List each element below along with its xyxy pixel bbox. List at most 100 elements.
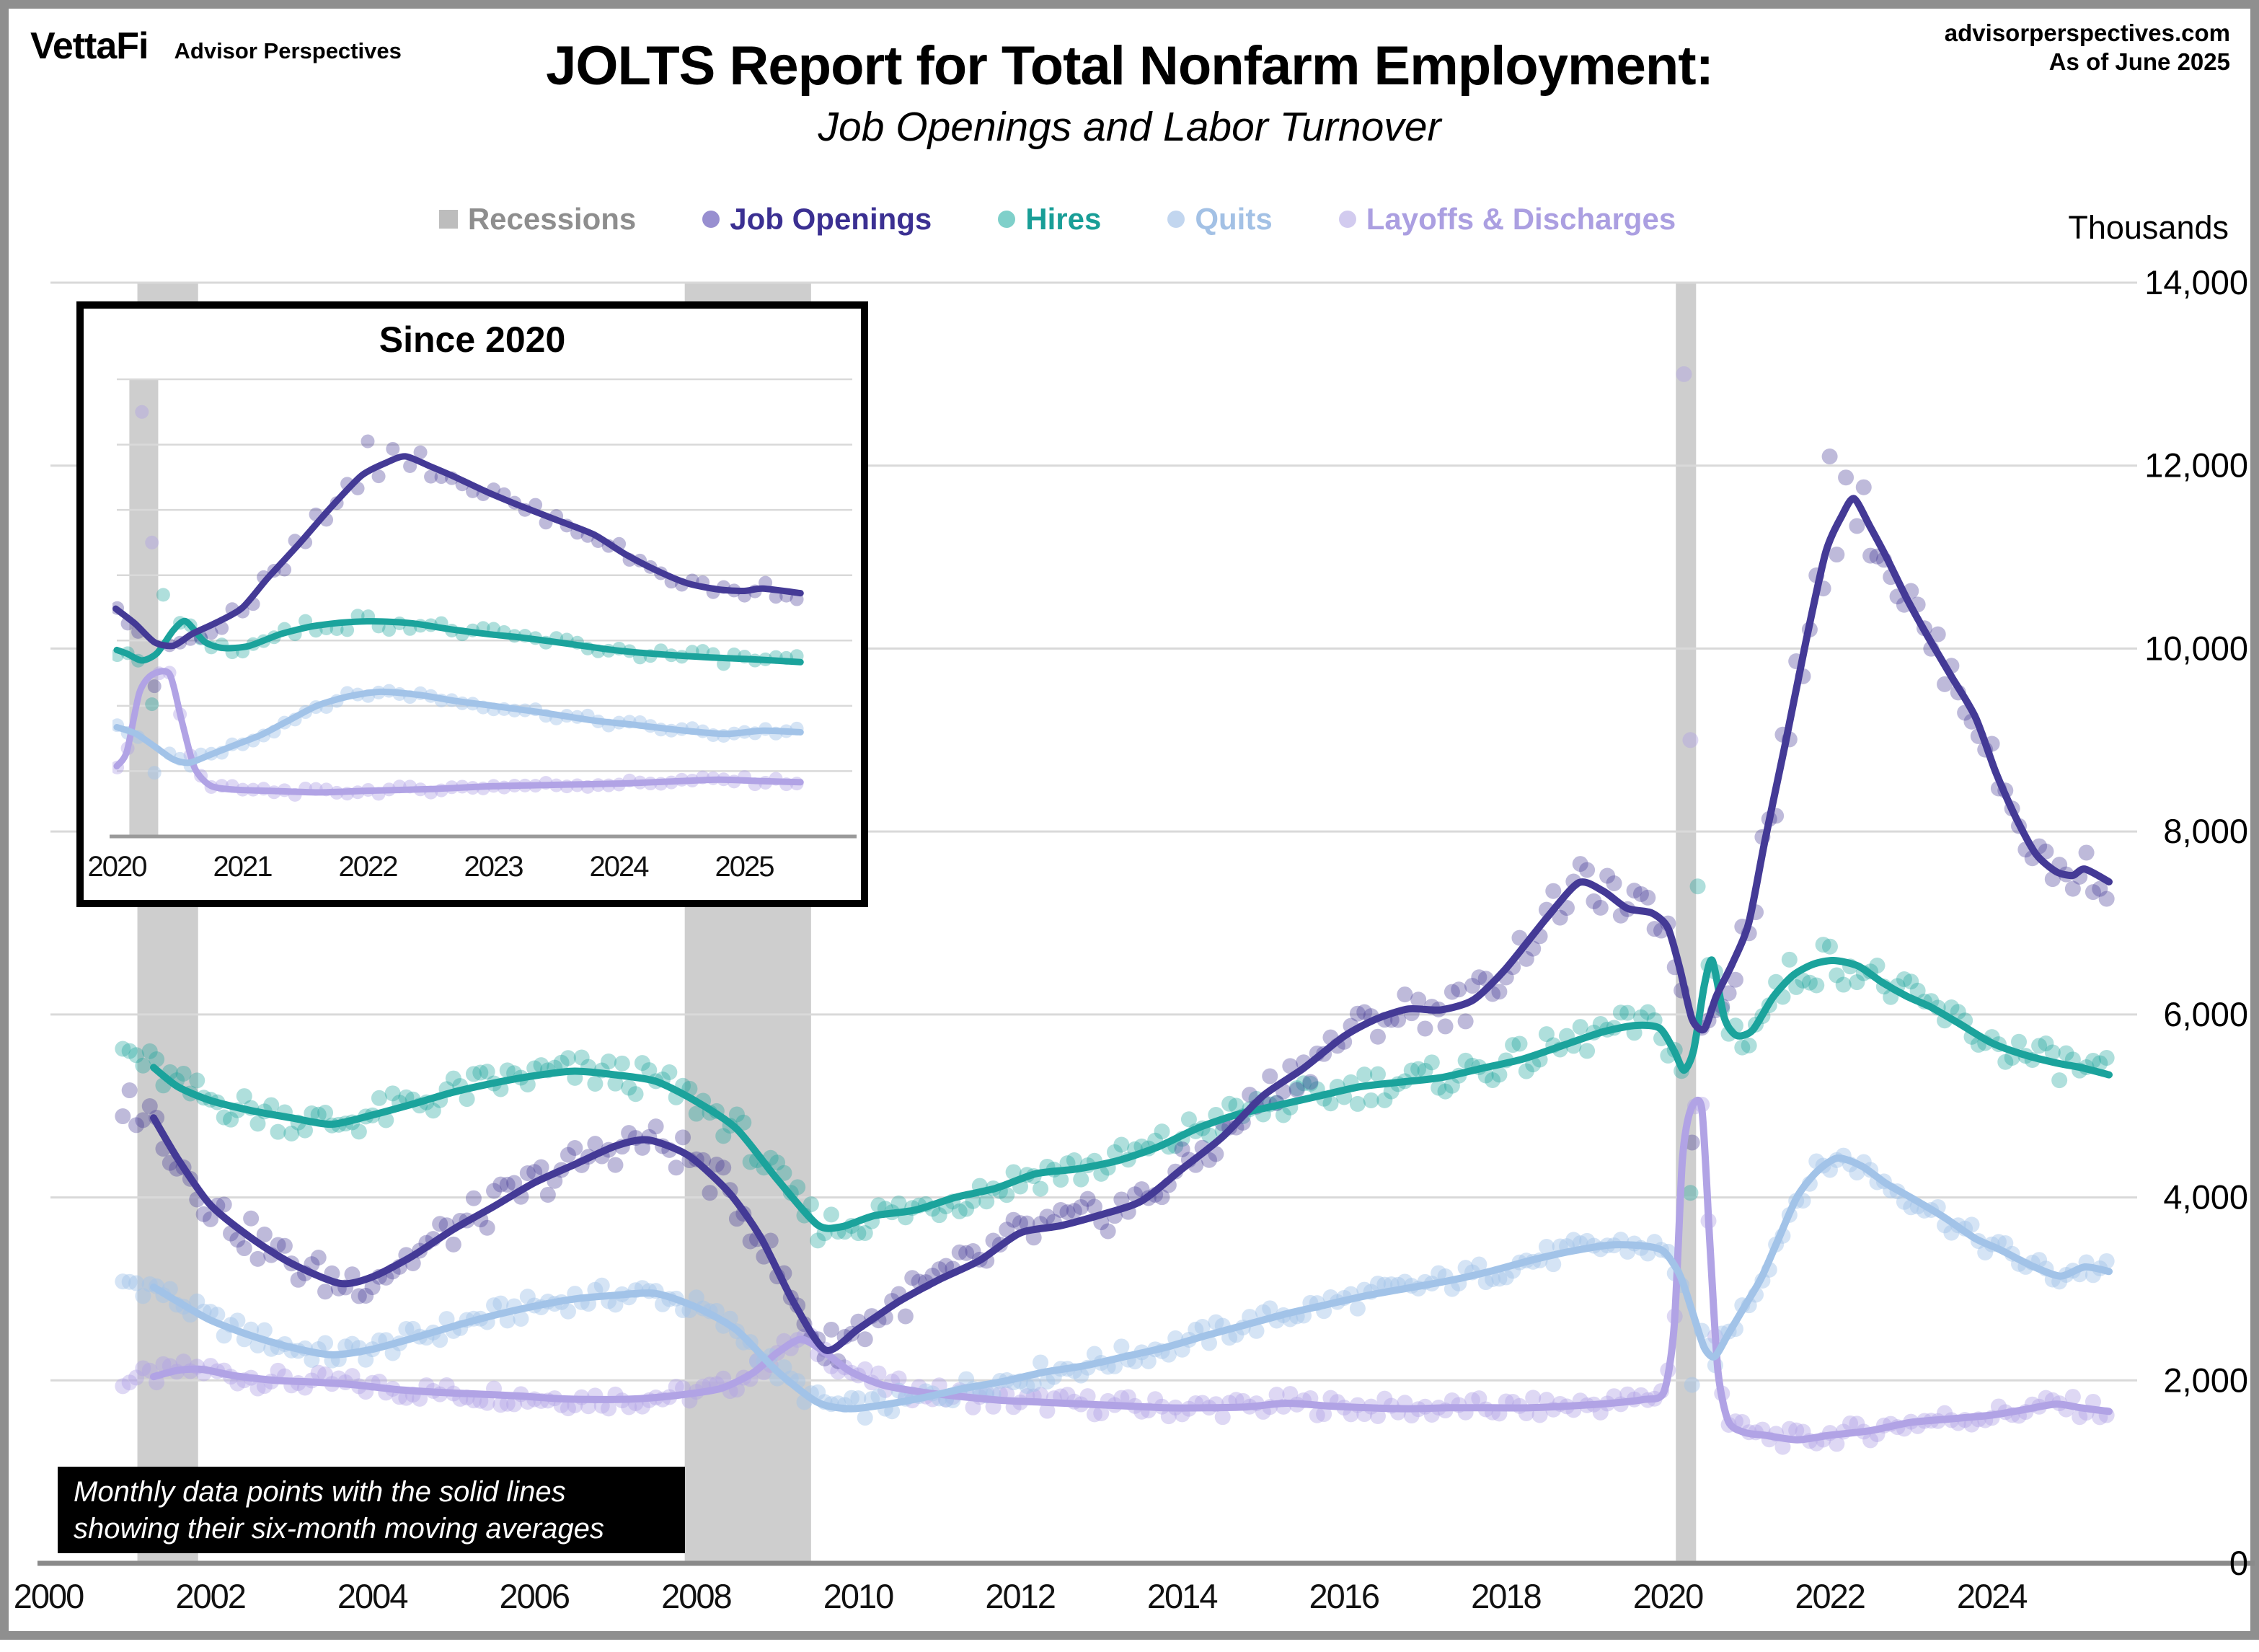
data-point bbox=[1586, 893, 1602, 909]
data-point bbox=[249, 1250, 266, 1267]
data-point bbox=[1093, 1405, 1110, 1421]
y-tick-label: 4,000 bbox=[2163, 1178, 2248, 1216]
data-point bbox=[1815, 937, 1831, 953]
data-point bbox=[115, 1378, 131, 1395]
data-point-extreme bbox=[1676, 366, 1692, 382]
data-point bbox=[2085, 884, 2101, 901]
data-point bbox=[702, 1185, 718, 1201]
data-point bbox=[1194, 1319, 1211, 1335]
data-point bbox=[405, 1320, 421, 1337]
data-point bbox=[2098, 1253, 2115, 1269]
data-point bbox=[1086, 1198, 1102, 1215]
series-line-quits bbox=[113, 688, 804, 767]
data-point bbox=[850, 1390, 867, 1407]
data-point bbox=[2038, 843, 2054, 860]
data-point bbox=[1242, 1087, 1258, 1103]
data-point bbox=[1929, 626, 1946, 642]
data-point bbox=[965, 1399, 981, 1415]
data-point bbox=[1491, 1271, 1508, 1287]
data-point bbox=[1579, 862, 1596, 878]
data-point bbox=[128, 1369, 145, 1386]
data-point bbox=[344, 1266, 361, 1283]
series-line-layoffs-discharges bbox=[150, 1096, 2113, 1444]
legend: Recessions Job Openings Hires Quits Layoffs … bbox=[9, 202, 2106, 237]
data-point bbox=[1579, 1043, 1596, 1059]
data-point bbox=[1862, 547, 1879, 564]
data-point bbox=[890, 1370, 907, 1387]
data-point bbox=[1545, 883, 1562, 899]
x-tick-label: 2008 bbox=[661, 1577, 731, 1615]
x-tick-label: 2024 bbox=[1957, 1577, 2027, 1615]
data-point bbox=[1349, 1005, 1366, 1022]
data-point bbox=[1431, 1079, 1447, 1096]
data-point bbox=[519, 1289, 536, 1305]
data-point bbox=[310, 1106, 327, 1123]
data-point bbox=[1963, 1216, 1980, 1233]
data-point bbox=[1444, 984, 1460, 1000]
data-point bbox=[870, 1365, 887, 1382]
data-point bbox=[1821, 938, 1838, 955]
data-point bbox=[135, 1057, 151, 1074]
data-point bbox=[472, 1064, 489, 1081]
data-point bbox=[1113, 1191, 1130, 1208]
data-point bbox=[1086, 1346, 1102, 1362]
data-point bbox=[1727, 971, 1743, 988]
data-point bbox=[728, 1106, 745, 1123]
data-point bbox=[1525, 1390, 1542, 1406]
data-point bbox=[560, 1147, 576, 1163]
data-point bbox=[229, 1232, 246, 1248]
data-point bbox=[1646, 921, 1663, 937]
data-point bbox=[1734, 1413, 1751, 1430]
data-point bbox=[1572, 856, 1588, 873]
legend-label: Job Openings bbox=[730, 202, 932, 236]
data-point bbox=[1188, 1321, 1204, 1338]
data-point bbox=[499, 1176, 516, 1193]
data-point bbox=[1471, 1390, 1487, 1407]
data-point-extreme bbox=[386, 441, 400, 456]
data-point bbox=[958, 1371, 975, 1387]
data-point-extreme bbox=[1689, 878, 1706, 895]
data-point bbox=[715, 1128, 732, 1144]
data-point bbox=[742, 1233, 759, 1250]
series-line-quits bbox=[150, 1154, 2113, 1413]
data-point bbox=[1849, 974, 1865, 991]
data-point bbox=[1296, 1075, 1312, 1092]
recession-band bbox=[1676, 283, 1697, 1563]
data-point bbox=[593, 1277, 610, 1294]
data-point bbox=[270, 1123, 286, 1140]
data-point-extreme bbox=[147, 679, 162, 694]
x-tick-label: 2016 bbox=[1309, 1577, 1379, 1615]
y-tick-label: 14,000 bbox=[2144, 263, 2248, 301]
data-point bbox=[486, 1183, 503, 1199]
series-line-hires bbox=[113, 617, 804, 666]
data-point bbox=[2085, 1053, 2101, 1069]
data-point bbox=[189, 1072, 205, 1089]
data-point bbox=[533, 1159, 549, 1175]
data-point bbox=[1053, 1201, 1069, 1218]
data-point bbox=[236, 1240, 252, 1257]
data-point bbox=[243, 1210, 260, 1227]
data-point bbox=[951, 1203, 968, 1219]
data-point bbox=[1937, 676, 1953, 692]
data-point bbox=[931, 1207, 947, 1224]
inset-chart: Since 2020 2020 2021 2022 2023 2024 2025 bbox=[76, 301, 868, 907]
data-point bbox=[506, 1175, 523, 1191]
data-point bbox=[486, 1297, 503, 1314]
data-point bbox=[2031, 1038, 2048, 1054]
data-point bbox=[560, 1400, 576, 1417]
data-point bbox=[931, 1377, 947, 1394]
data-point bbox=[1903, 973, 1919, 990]
data-point bbox=[1781, 951, 1798, 968]
inset-chart-svg: 2020 2021 2022 2023 2024 2025 bbox=[88, 378, 857, 883]
data-point bbox=[2098, 1050, 2115, 1066]
data-point bbox=[1437, 1083, 1454, 1100]
legend-item-recessions: Recessions bbox=[438, 202, 636, 237]
data-point-extreme bbox=[145, 697, 159, 712]
data-point bbox=[492, 1295, 509, 1312]
data-point bbox=[1275, 1107, 1291, 1123]
data-point bbox=[1444, 1077, 1460, 1094]
data-point bbox=[715, 1160, 732, 1176]
data-point bbox=[769, 1154, 786, 1171]
data-point bbox=[1437, 1018, 1454, 1035]
